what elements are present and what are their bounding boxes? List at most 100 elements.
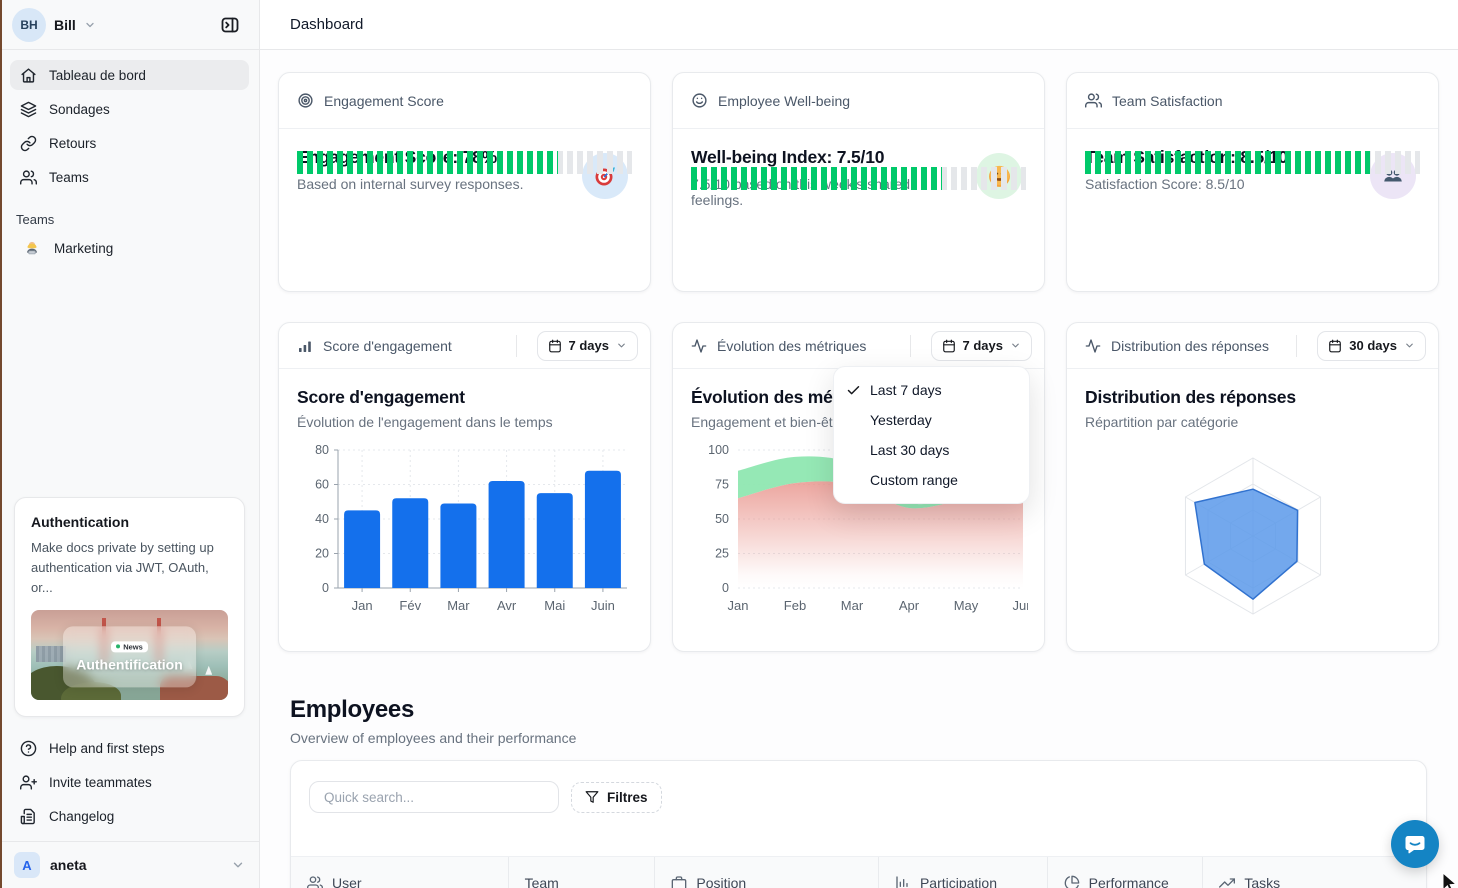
chart-cards-row: Score d'engagement 7 days Score d'engage… [278, 322, 1439, 652]
chart-card-header-label: Score d'engagement [323, 337, 452, 354]
home-icon [21, 67, 36, 83]
svg-text:25: 25 [715, 547, 729, 561]
menu-item-label: Custom range [870, 472, 958, 488]
stat-card-header-label: Team Satisfaction [1112, 92, 1223, 109]
workspace-name: aneta [50, 857, 87, 873]
sidebar-spacer [0, 267, 259, 497]
chart-card-response-distribution: Distribution des réponses 30 days Distri… [1066, 322, 1439, 652]
promo-card[interactable]: Authentication Make docs private by sett… [14, 496, 245, 717]
sidebar-section-teams: Teams [16, 212, 55, 227]
column-header-label: Position [696, 874, 747, 888]
chart-card-header-label: Distribution des réponses [1111, 337, 1269, 354]
progress-fill [691, 167, 943, 190]
content: Engagement Score Engagement Score: 78% B… [260, 50, 1458, 888]
workspace-switcher[interactable]: A aneta [0, 842, 259, 888]
engagement-progress-bar [297, 151, 632, 174]
svg-text:Mai: Mai [544, 598, 565, 613]
svg-text:Fév: Fév [399, 598, 421, 613]
range-dropdown-button[interactable]: 30 days [1317, 330, 1426, 361]
progress-fill [1085, 151, 1370, 174]
range-dropdown-button[interactable]: 7 days [930, 330, 1032, 361]
menu-item-last-30-days[interactable]: Last 30 days [834, 435, 1029, 465]
sidebar-collapse-button[interactable] [213, 8, 247, 42]
sidebar-item-teams[interactable]: Teams [10, 162, 249, 192]
calendar-icon [1329, 339, 1342, 352]
stat-card-satisfaction: Team Satisfaction Team Satisfaction: 8.5… [1066, 72, 1439, 292]
area-chart: 0 25 50 75 100 Jan Feb Mar Apr May Jun [691, 436, 1028, 628]
divider [515, 334, 517, 357]
menu-item-label: Yesterday [870, 412, 932, 428]
column-header-user[interactable]: User [291, 857, 508, 888]
users-icon [20, 169, 37, 185]
sidebar-item-marketing[interactable]: Marketing [10, 233, 249, 263]
svg-text:Jan: Jan [352, 598, 373, 613]
sidebar-item-dashboard[interactable]: Tableau de bord [10, 60, 249, 90]
sidebar-nav: Tableau de bord Sondages Retours Teams [0, 50, 259, 196]
workspace-avatar: A [14, 852, 40, 878]
divider [0, 841, 259, 842]
range-dropdown-menu: Last 7 days Yesterday Last 30 days Custo… [833, 366, 1030, 504]
promo-overlay-card: News Authentification [62, 626, 197, 688]
svg-text:Mar: Mar [447, 598, 470, 613]
column-header-participation[interactable]: Participation [877, 857, 1047, 888]
radar-chart [1085, 436, 1420, 636]
stat-cards-row: Engagement Score Engagement Score: 78% B… [278, 72, 1439, 292]
trending-up-icon [1219, 877, 1236, 888]
search-input[interactable] [309, 781, 559, 813]
sidebar-header: BH Bill [0, 0, 259, 50]
menu-item-yesterday[interactable]: Yesterday [834, 405, 1029, 435]
sidebar-item-invite[interactable]: Invite teammates [10, 767, 249, 797]
sidebar-item-help[interactable]: Help and first steps [10, 733, 249, 763]
menu-item-label: Last 7 days [870, 382, 942, 398]
topbar: Dashboard [260, 0, 1458, 50]
stat-subtitle: Satisfaction Score: 8.5/10 [1085, 176, 1245, 192]
divider [909, 334, 911, 357]
filters-button[interactable]: Filtres [571, 781, 662, 813]
column-header-tasks[interactable]: Tasks [1202, 857, 1426, 888]
promo-image: News Authentification [31, 610, 228, 700]
chart-card-header: Score d'engagement 7 days [279, 323, 650, 369]
employees-subtitle: Overview of employees and their performa… [290, 730, 577, 746]
column-header-team[interactable]: Team [507, 857, 655, 888]
sidebar-item-surveys[interactable]: Sondages [10, 94, 249, 124]
chevron-down-icon [86, 22, 94, 27]
table-toolbar: Filtres [291, 761, 1426, 813]
menu-item-custom-range[interactable]: Custom range [834, 465, 1029, 495]
chevron-down-icon [618, 343, 625, 348]
svg-text:50: 50 [715, 512, 729, 526]
range-dropdown-button[interactable]: 7 days [536, 330, 638, 361]
pie-chart-icon [1064, 875, 1079, 888]
avatar[interactable]: BH [12, 7, 46, 42]
news-badge: News [111, 641, 148, 653]
target-icon [298, 93, 313, 108]
sidebar-utility: Help and first steps Invite teammates Ch… [0, 727, 259, 837]
news-badge-label: News [123, 642, 143, 652]
column-header-performance[interactable]: Performance [1046, 857, 1203, 888]
chat-launcher-button[interactable] [1391, 820, 1439, 868]
sidebar-item-label: Help and first steps [49, 740, 165, 756]
menu-item-last-7-days[interactable]: Last 7 days [834, 375, 1029, 405]
sidebar-item-label: Sondages [49, 101, 110, 117]
svg-text:75: 75 [715, 478, 729, 492]
stat-card-wellbeing: Employee Well-being Well-being Index: 7.… [672, 72, 1045, 292]
column-header-label: Team [524, 874, 559, 888]
user-menu-label[interactable]: Bill [54, 16, 76, 33]
sidebar-item-feedback[interactable]: Retours [10, 128, 249, 158]
table-header-row: User Team Position Participation [291, 856, 1426, 888]
city-skyline-art [36, 646, 66, 662]
promo-image-caption: Authentification [76, 656, 183, 673]
svg-text:Juin: Juin [591, 598, 615, 613]
chart-card-header-label: Évolution des métriques [717, 337, 867, 354]
user-plus-icon [20, 774, 37, 790]
column-header-position[interactable]: Position [654, 857, 878, 888]
help-circle-icon [20, 740, 37, 756]
person-laptop-emoji [27, 241, 37, 255]
sidebar-item-changelog[interactable]: Changelog [10, 801, 249, 831]
column-header-label: User [332, 874, 362, 888]
employees-table-card: Filtres User Team Position [290, 760, 1427, 888]
chart-subtitle: Répartition par catégorie [1085, 414, 1239, 430]
promo-title: Authentication [31, 513, 129, 530]
panel-collapse-icon [221, 17, 239, 32]
activity-icon [1085, 338, 1101, 353]
bar-chart: 0 20 40 60 80 Jan Fév Mar Avr Mai Juin [297, 436, 632, 628]
